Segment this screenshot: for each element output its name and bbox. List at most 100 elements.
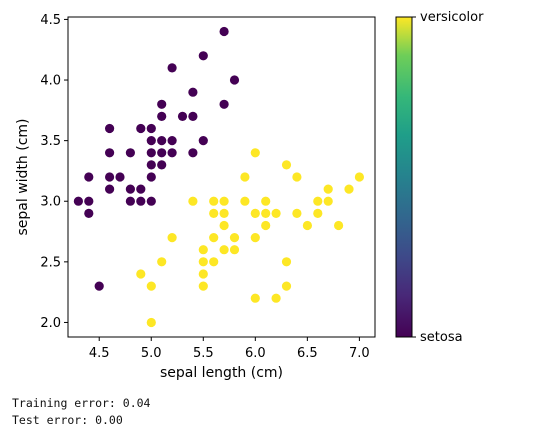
data-point — [292, 208, 302, 218]
data-point — [125, 184, 135, 194]
data-point — [105, 184, 115, 194]
data-point — [115, 172, 125, 182]
data-point — [261, 208, 271, 218]
data-point — [84, 172, 94, 182]
x-tick-label: 7.0 — [349, 346, 370, 361]
y-tick-label: 4.0 — [40, 74, 61, 89]
colorbar — [395, 16, 413, 338]
x-tick-label: 5.5 — [193, 346, 214, 361]
data-point — [261, 220, 271, 231]
data-point — [146, 136, 156, 146]
data-point — [229, 245, 240, 255]
colorbar-bottom-label: setosa — [420, 330, 463, 345]
data-point — [198, 136, 208, 146]
data-point — [323, 196, 333, 206]
x-tick-label: 6.0 — [245, 346, 266, 361]
data-point — [250, 293, 260, 303]
data-point — [250, 148, 260, 158]
data-point — [157, 99, 167, 109]
data-point — [209, 196, 219, 206]
data-point — [167, 136, 177, 146]
data-point — [188, 196, 198, 206]
data-point — [198, 281, 208, 291]
data-point — [271, 293, 281, 303]
data-point — [146, 172, 156, 182]
data-point — [177, 111, 188, 121]
data-point — [281, 257, 292, 267]
data-point — [125, 148, 135, 158]
data-point — [209, 208, 219, 218]
data-point — [229, 233, 240, 243]
data-point — [198, 245, 208, 255]
colorbar-top-label: versicolor — [420, 10, 484, 25]
data-point — [167, 63, 177, 73]
data-point — [261, 196, 271, 206]
data-point — [250, 208, 260, 218]
data-point — [219, 220, 229, 231]
data-point — [198, 51, 208, 61]
x-axis-label: sepal length (cm) — [160, 365, 283, 381]
y-tick-label: 3.5 — [40, 134, 61, 149]
data-points — [73, 26, 364, 328]
data-point — [94, 281, 104, 291]
data-point — [146, 160, 156, 170]
data-point — [105, 123, 115, 134]
data-point — [302, 220, 312, 231]
test-error-text: Test error: 0.00 — [12, 413, 123, 427]
scatter-chart: 4.5 5.0 5.5 6.0 6.5 7.0 2.0 2.5 3.0 3.5 4.0 4.5 se… — [15, 10, 484, 381]
y-tick-label: 4.5 — [40, 13, 61, 28]
data-point — [281, 281, 292, 291]
data-point — [105, 148, 115, 158]
data-point — [136, 123, 146, 134]
x-tick-label: 5.0 — [141, 346, 162, 361]
y-tick-label: 2.0 — [40, 316, 61, 331]
x-tick-label: 6.5 — [297, 346, 318, 361]
plot-frame — [67, 16, 376, 338]
data-point — [240, 172, 250, 182]
data-point — [105, 172, 115, 182]
data-point — [344, 184, 354, 194]
data-point — [313, 196, 323, 206]
data-point — [84, 208, 94, 218]
data-point — [292, 172, 302, 182]
data-point — [146, 148, 156, 158]
data-point — [229, 75, 240, 85]
data-point — [73, 196, 83, 206]
y-axis-label: sepal width (cm) — [15, 118, 31, 235]
data-point — [167, 148, 177, 158]
data-point — [136, 269, 146, 279]
data-point — [146, 123, 156, 134]
data-point — [334, 220, 344, 231]
data-point — [157, 148, 167, 158]
data-point — [209, 257, 219, 267]
data-point — [136, 184, 146, 194]
data-point — [219, 208, 229, 218]
data-point — [157, 257, 167, 267]
x-axis-ticks: 4.5 5.0 5.5 6.0 6.5 7.0 — [89, 337, 370, 361]
data-point — [188, 148, 198, 158]
x-tick-label: 4.5 — [89, 346, 110, 361]
data-point — [146, 281, 156, 291]
data-point — [240, 196, 250, 206]
data-point — [198, 269, 208, 279]
data-point — [219, 196, 229, 206]
data-point — [146, 196, 156, 206]
data-point — [188, 111, 198, 121]
data-point — [219, 99, 229, 109]
data-point — [84, 196, 94, 206]
data-point — [354, 172, 364, 182]
y-tick-label: 2.5 — [40, 255, 61, 270]
data-point — [209, 233, 219, 243]
training-error-text: Training error: 0.04 — [12, 396, 151, 410]
data-point — [157, 160, 167, 170]
data-point — [198, 257, 208, 267]
data-point — [281, 160, 292, 170]
data-point — [219, 26, 229, 37]
data-point — [157, 136, 167, 146]
data-point — [323, 184, 333, 194]
data-point — [136, 196, 146, 206]
data-point — [219, 245, 229, 255]
data-point — [188, 87, 198, 97]
data-point — [271, 208, 281, 218]
data-point — [250, 233, 260, 243]
